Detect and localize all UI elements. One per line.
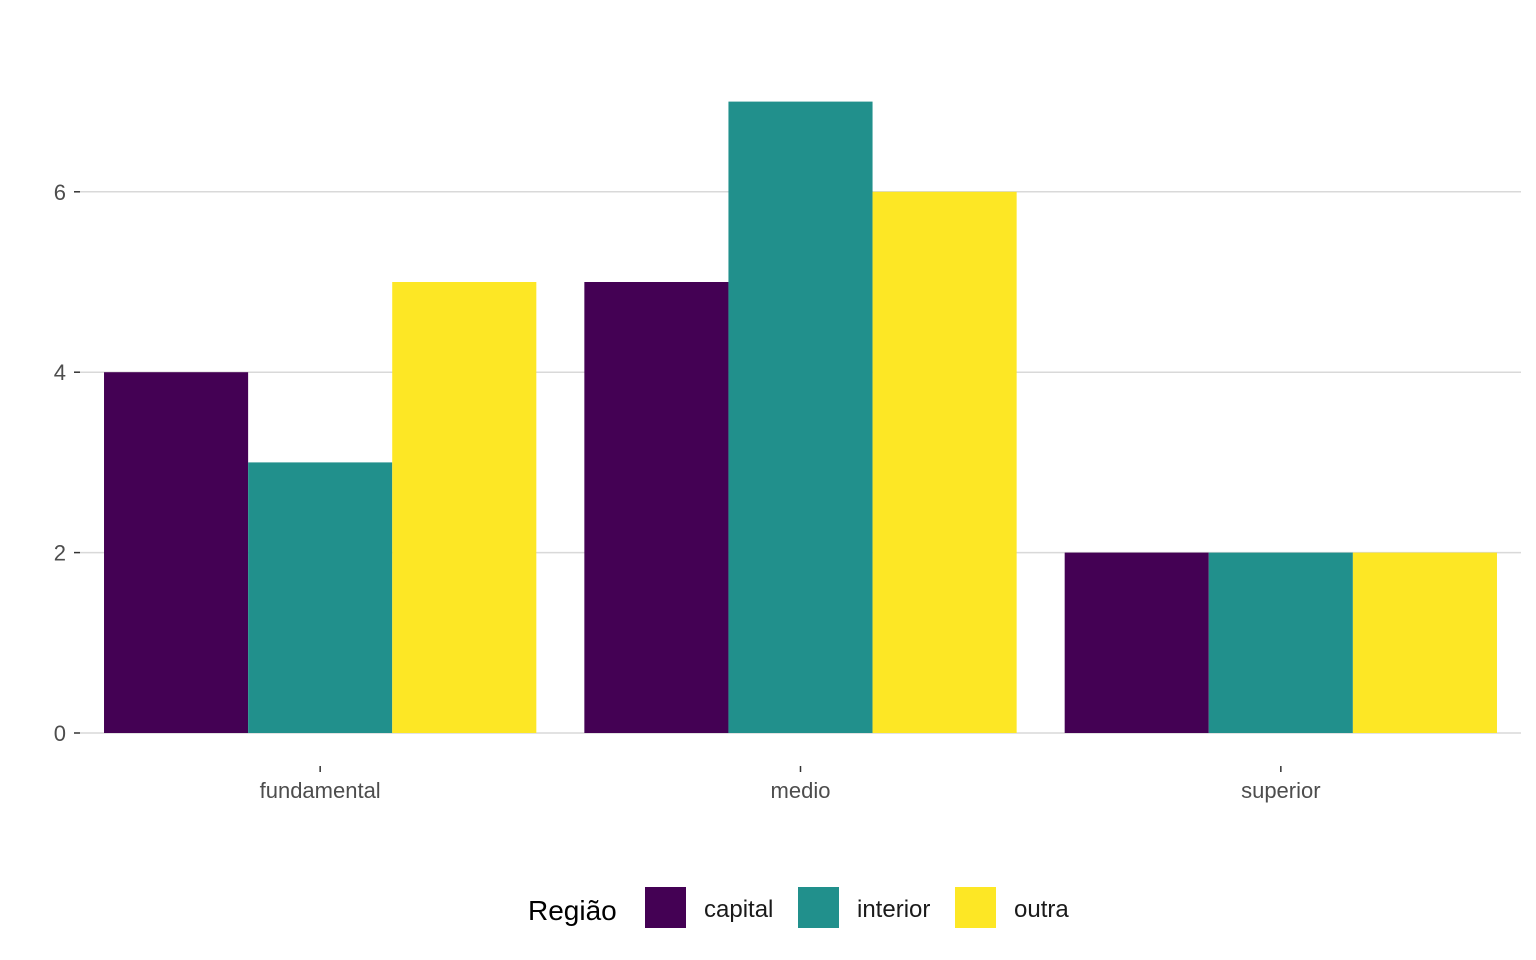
bar-fundamental-interior — [248, 462, 393, 733]
legend-label-capital: capital — [704, 896, 773, 923]
bar-medio-capital — [584, 282, 729, 733]
bar-medio-outra — [872, 191, 1017, 734]
legend-label-outra: outra — [1014, 896, 1069, 923]
bars — [104, 101, 1497, 734]
x-axis: fundamental medio superior — [260, 766, 1321, 803]
y-tick-label: 0 — [54, 721, 66, 746]
bar-fundamental-outra — [392, 282, 537, 733]
legend-key-capital — [645, 887, 686, 928]
x-tick-label-fundamental: fundamental — [260, 778, 381, 803]
y-tick-label: 4 — [54, 360, 66, 385]
legend-label-interior: interior — [857, 896, 930, 923]
legend-key-interior — [798, 887, 839, 928]
y-tick-label: 2 — [54, 541, 66, 566]
bar-fundamental-capital — [104, 372, 249, 733]
legend-title: Região — [528, 895, 617, 926]
y-tick-label: 6 — [54, 180, 66, 205]
y-axis: 0 2 4 6 — [54, 180, 80, 746]
bar-superior-outra — [1352, 552, 1497, 733]
bar-medio-interior — [728, 101, 873, 734]
x-tick-label-medio: medio — [771, 778, 831, 803]
legend-key-outra — [955, 887, 996, 928]
x-tick-label-superior: superior — [1241, 778, 1320, 803]
bar-superior-interior — [1208, 552, 1353, 733]
bar-superior-capital — [1064, 552, 1209, 733]
legend: Região capital interior outra — [528, 887, 1069, 928]
